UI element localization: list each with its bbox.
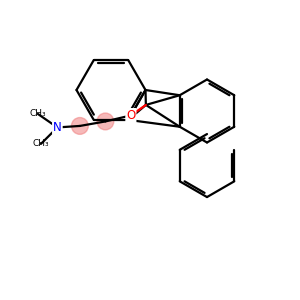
Text: CH₃: CH₃ <box>33 140 49 148</box>
Circle shape <box>71 118 88 134</box>
Circle shape <box>97 113 114 130</box>
Text: O: O <box>126 109 136 122</box>
Text: N: N <box>53 121 62 134</box>
Text: CH₃: CH₃ <box>30 110 46 118</box>
